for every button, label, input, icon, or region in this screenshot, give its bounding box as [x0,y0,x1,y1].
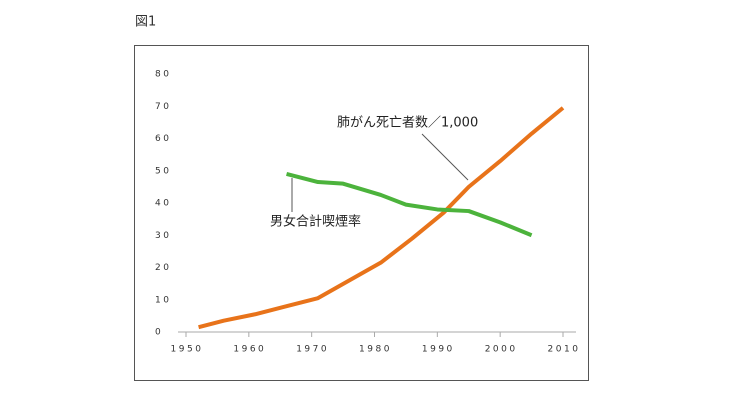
x-tick-label: 1970 [296,345,329,355]
figure-caption: 図1 [135,15,156,30]
x-tick-label: 1980 [359,345,392,355]
series-label: 肺がん死亡者数／1,000 [337,116,478,131]
y-tick-label: 40 [155,199,171,209]
y-tick-label: 10 [155,295,171,305]
y-tick-label: 20 [155,263,171,273]
y-tick-label: 30 [155,231,171,241]
y-tick-label: 80 [155,70,171,80]
series-label: 男女合計喫煙率 [270,214,361,230]
y-tick-label: 60 [155,134,171,144]
chart-frame [134,45,589,381]
series-line [198,106,565,330]
x-tick-label: 1990 [422,345,455,355]
x-tick-label: 1960 [233,345,266,355]
x-tick-label: 2010 [548,345,581,355]
series-line [286,172,533,238]
leader-line [421,133,469,181]
y-tick-label: 70 [155,102,171,112]
y-tick-label: 50 [155,166,171,176]
x-tick-label: 1950 [171,345,204,355]
x-tick-label: 2000 [485,345,518,355]
y-tick-label: 0 [155,328,163,338]
